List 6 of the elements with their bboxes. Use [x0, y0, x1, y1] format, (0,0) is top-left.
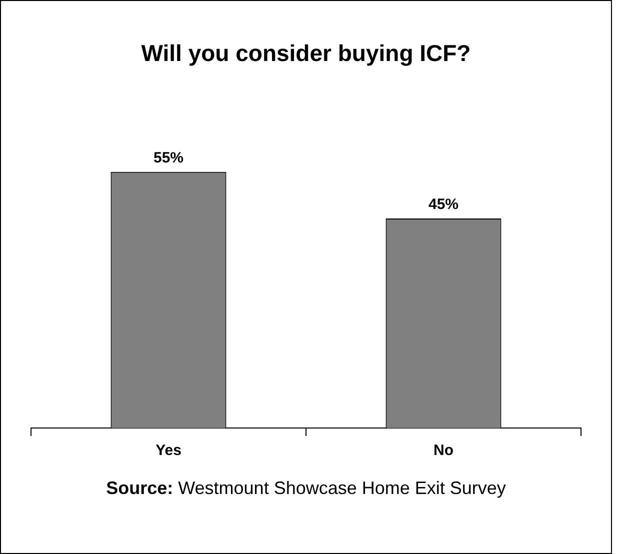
data-label: 55%	[153, 150, 184, 167]
data-label: 45%	[428, 196, 459, 214]
source-note: Source: Westmount Showcase Home Exit Survey	[105, 478, 507, 499]
x-tick-label: No	[434, 442, 454, 460]
x-tick-label: Yes	[156, 442, 182, 460]
chart-title: Will you consider buying ICF?	[141, 40, 471, 66]
